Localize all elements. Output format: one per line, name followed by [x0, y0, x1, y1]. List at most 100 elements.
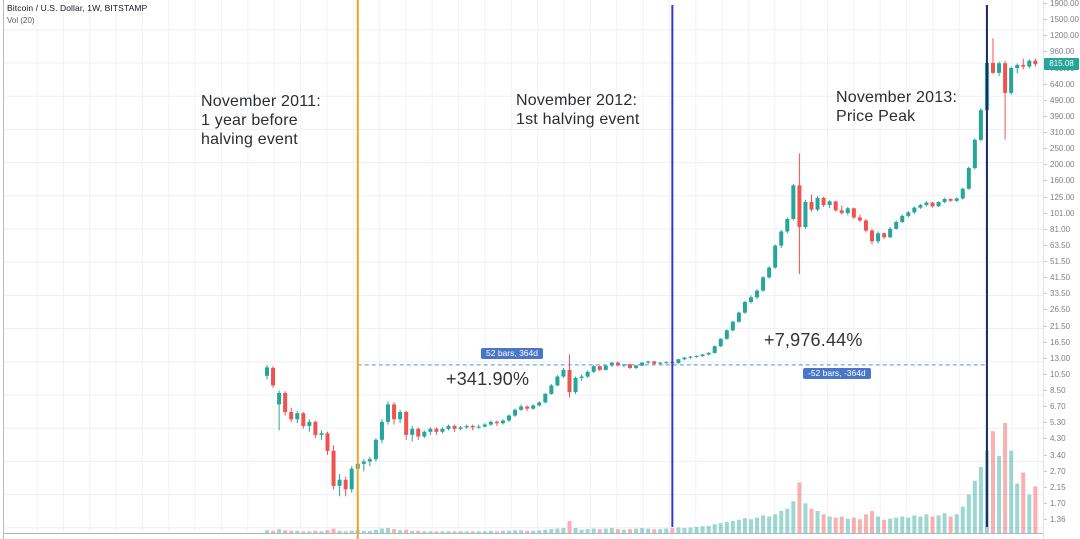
volume-bar [670, 528, 675, 533]
candle-body [912, 207, 917, 213]
candle-body [591, 366, 596, 372]
measure-percent-label-2[interactable]: +7,976.44% [764, 330, 863, 350]
volume-bar [271, 530, 276, 533]
candle-body [567, 369, 572, 393]
measure-bars-pill-1[interactable]: 52 bars, 364d [481, 348, 543, 359]
volume-bar [706, 525, 711, 533]
volume-indicator-label[interactable]: Vol (20) [7, 16, 35, 25]
candle-body [555, 376, 560, 386]
price-axis[interactable]: 815.08 1900.001500.001200.00960.00765.00… [1043, 0, 1080, 539]
volume-bar [543, 529, 548, 533]
price-tick-label: 26.50 [1044, 305, 1080, 315]
candle-body [513, 409, 518, 416]
volume-bar [876, 516, 881, 533]
candle-body [470, 425, 475, 428]
volume-bar [361, 530, 366, 533]
volume-bar [724, 522, 729, 533]
price-tick-label: 8.50 [1044, 386, 1080, 396]
annotation-november-2013[interactable]: November 2013: Price Peak [836, 88, 957, 126]
volume-bar [954, 514, 959, 533]
volume-bar [942, 513, 947, 533]
volume-bar [343, 531, 348, 533]
candle-body [585, 371, 590, 377]
volume-bar [1021, 472, 1026, 533]
candle-body [349, 468, 354, 490]
volume-bar [482, 531, 487, 533]
volume-bar [519, 530, 524, 533]
candle-body [1027, 60, 1032, 67]
candle-body [839, 210, 844, 214]
volume-bar [621, 529, 626, 533]
volume-bar [936, 515, 941, 533]
candle-body [652, 361, 657, 364]
price-tick-label: 250.00 [1044, 144, 1080, 154]
candle-body [724, 330, 729, 339]
volume-bar [464, 531, 469, 533]
candle-body [573, 377, 578, 393]
candle-body [997, 63, 1002, 73]
candle-body [779, 231, 784, 246]
volume-bar [688, 527, 693, 533]
volume-bar [918, 516, 923, 533]
pane-left-border [3, 0, 4, 539]
measure-bars-pill-2[interactable]: -52 bars, -364d [803, 368, 871, 379]
symbol-title[interactable]: Bitcoin / U.S. Dollar, 1W, BITSTAMP [7, 3, 148, 13]
price-tick-label: 2.70 [1044, 467, 1080, 477]
candle-body [482, 424, 487, 427]
candle-body [876, 233, 881, 242]
volume-bar [446, 531, 451, 533]
candle-body [634, 365, 639, 368]
price-tick-label: 1500.00 [1044, 15, 1080, 25]
price-tick-label: 10.50 [1044, 370, 1080, 380]
annotation-november-2012[interactable]: November 2012: 1st halving event [516, 91, 639, 129]
candle-body [930, 202, 935, 207]
volume-bar [694, 526, 699, 533]
volume-bar [815, 511, 820, 533]
volume-bar [325, 530, 330, 533]
candle-body [900, 215, 905, 223]
volume-bar [301, 531, 306, 533]
chart-legend[interactable]: Bitcoin / U.S. Dollar, 1W, BITSTAMP Vol … [7, 3, 147, 25]
volume-bar [295, 530, 300, 533]
candle-body [464, 425, 469, 428]
price-tick-label: 390.00 [1044, 112, 1080, 122]
annotation-line: November 2012: [516, 92, 638, 109]
measure-percent-label-1[interactable]: +341.90% [446, 369, 530, 389]
candle-body [870, 230, 874, 242]
volume-bar [367, 530, 372, 533]
candle-body [537, 402, 542, 406]
volume-bar [785, 508, 790, 533]
candle-body [410, 428, 415, 435]
volume-bar [779, 511, 784, 533]
candle-body [500, 420, 505, 424]
candle-body [373, 439, 378, 460]
price-tick-label: 21.50 [1044, 322, 1080, 332]
candle-body [609, 362, 614, 366]
price-tick-label: 1.36 [1044, 515, 1080, 525]
candle-body [966, 168, 971, 189]
candle-body [507, 415, 511, 421]
candle-body [736, 312, 741, 322]
candle-body [954, 198, 959, 201]
volume-bar [422, 531, 427, 533]
annotation-line: 1 year before [201, 112, 298, 129]
candle-body [307, 421, 312, 426]
candle-body [422, 431, 427, 437]
annotation-line: Price Peak [836, 108, 916, 125]
annotation-line: November 2011: [201, 93, 321, 110]
candle-body [313, 421, 318, 435]
candle-body [283, 392, 288, 413]
volume-bar [676, 527, 681, 533]
candle-body [325, 433, 330, 451]
volume-bar [585, 529, 590, 533]
volume-bar [313, 530, 318, 533]
volume-bar [930, 516, 935, 533]
volume-bar [664, 528, 669, 533]
candle-body [694, 356, 699, 358]
annotation-november-2011[interactable]: November 2011: 1 year before halving eve… [201, 92, 321, 149]
volume-bar [555, 528, 560, 533]
price-tick-label: 200.00 [1044, 160, 1080, 170]
volume-bar [337, 530, 342, 533]
volume-bar [609, 528, 614, 533]
